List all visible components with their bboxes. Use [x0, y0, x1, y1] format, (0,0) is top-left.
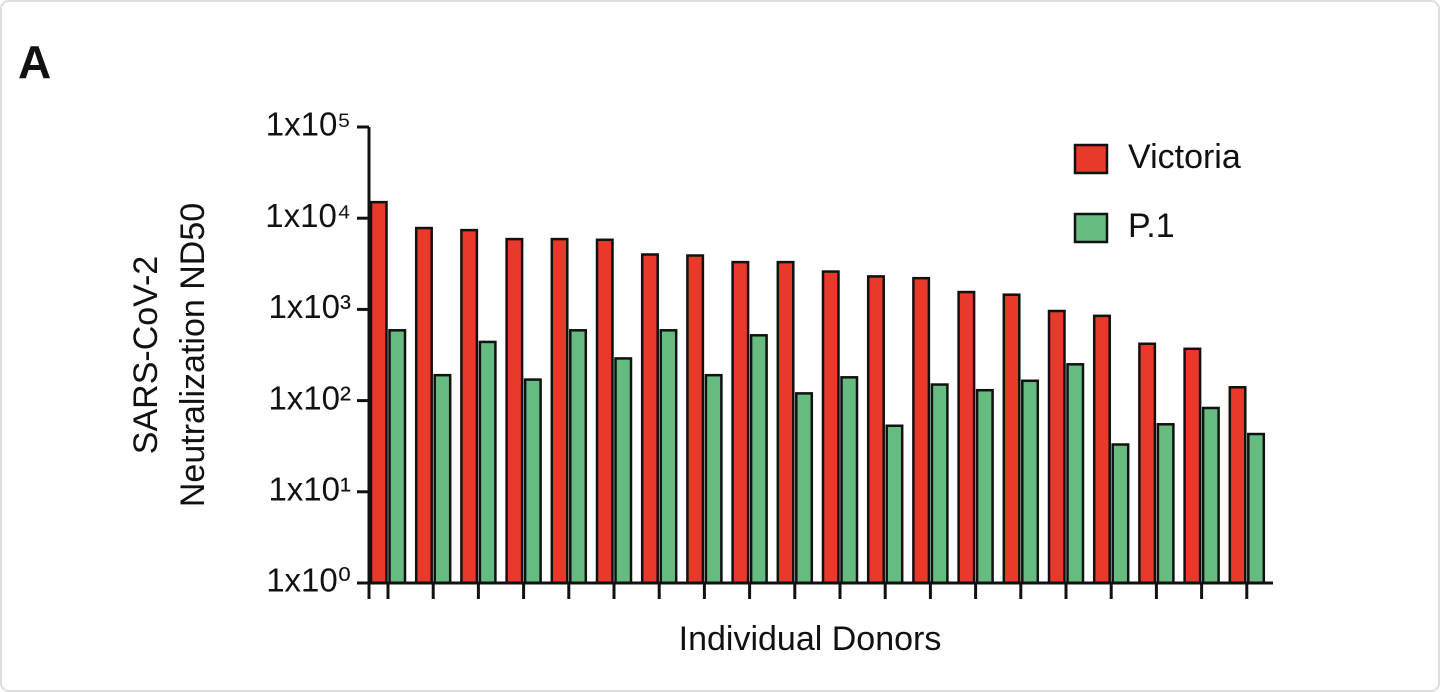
bar [505, 237, 524, 585]
bar [1021, 379, 1040, 585]
y-axis-label: Neutralization ND50 [174, 203, 212, 507]
y-axis-label: SARS-CoV-2 [127, 256, 165, 454]
bar [866, 275, 885, 585]
bar [749, 334, 768, 585]
bar [388, 329, 407, 585]
panel-label: A [18, 36, 51, 88]
bar [640, 253, 659, 585]
bar [1156, 423, 1175, 585]
x-axis-label: Individual Donors [679, 620, 942, 658]
bar [1066, 363, 1085, 585]
bar [731, 260, 750, 585]
legend-swatch [1073, 143, 1109, 175]
bar [460, 228, 479, 585]
bar [795, 392, 814, 585]
bar [885, 424, 904, 585]
bar [975, 388, 994, 585]
bar [595, 238, 614, 585]
bar [1047, 309, 1066, 585]
y-tick-label: 1x10² [268, 379, 351, 416]
bar [369, 200, 388, 585]
bar [1092, 314, 1111, 585]
bar [433, 373, 452, 585]
bar [478, 340, 497, 585]
bar [912, 276, 931, 585]
bar [821, 270, 840, 585]
bar [1247, 432, 1266, 585]
bar [686, 254, 705, 585]
y-tick-label: 1x10⁴ [265, 197, 351, 234]
legend-label: Victoria [1128, 138, 1241, 176]
bar [614, 357, 633, 585]
y-tick-label: 1x10¹ [268, 471, 351, 508]
bar [1138, 342, 1157, 585]
legend-swatch [1073, 212, 1109, 244]
bar [1002, 293, 1021, 585]
bar [1201, 406, 1220, 585]
y-tick-label: 1x10³ [268, 288, 351, 325]
legend-label: P.1 [1128, 207, 1175, 245]
bar [1183, 347, 1202, 585]
bar [550, 237, 569, 585]
bar [776, 260, 795, 585]
bar [659, 329, 678, 585]
bar [414, 226, 433, 585]
bar [930, 383, 949, 585]
bar [1111, 443, 1130, 585]
bar [523, 378, 542, 585]
bar [957, 290, 976, 585]
bar [1228, 386, 1247, 585]
y-tick-label: 1x10⁰ [266, 562, 351, 599]
bar [840, 376, 859, 585]
y-tick-label: 1x10⁵ [266, 106, 351, 143]
bar [569, 329, 588, 585]
bar [704, 373, 723, 585]
